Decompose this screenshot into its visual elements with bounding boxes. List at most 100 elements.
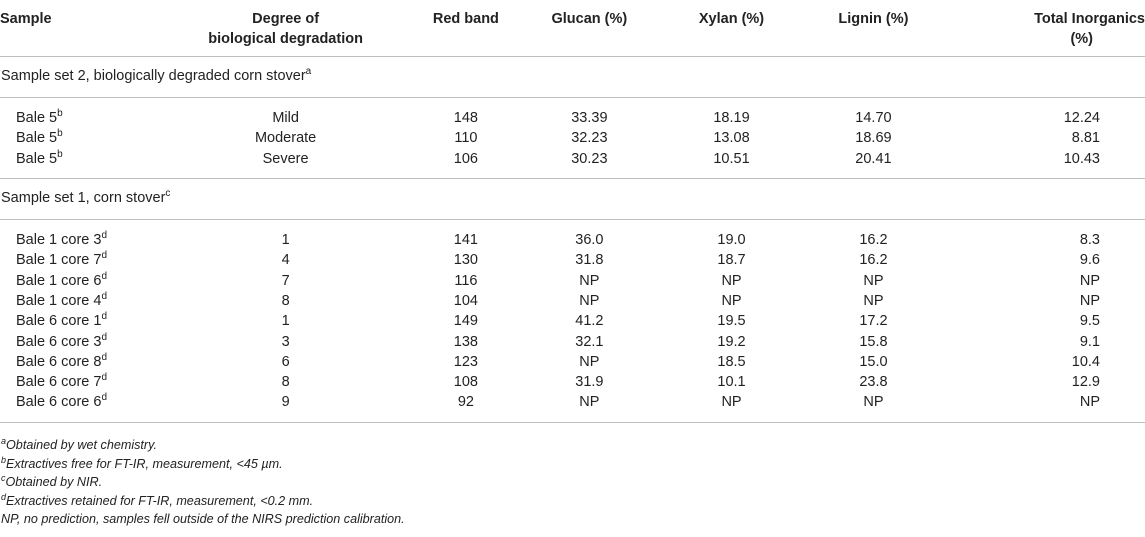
cell-total-inorganics: 12.24: [1063, 110, 1100, 127]
cell-sample: Bale 6 core 6d: [0, 392, 158, 422]
cell-xylan: 10.1: [717, 374, 746, 391]
cell-xylan: 18.7: [717, 252, 746, 269]
cell-sample-sup: b: [57, 108, 63, 120]
section-row: Sample set 2, biologically degraded corn…: [0, 57, 1145, 98]
cell-sample: Bale 6 core 8d: [0, 352, 158, 372]
cell-sample-text: Bale 1 core 7: [16, 252, 102, 269]
cell-red-band: 116: [454, 272, 478, 289]
cell-lignin: NP: [863, 272, 884, 289]
cell-lignin: 16.2: [859, 232, 888, 249]
cell-sample: Bale 6 core 7d: [0, 372, 158, 392]
cell-lignin: 15.8: [859, 333, 888, 350]
table-row: Bale 1 core 4d 8 104 NP NP NP NP: [0, 291, 1145, 311]
cell-degree: Severe: [262, 150, 309, 167]
cell-sample: Bale 1 core 6d: [0, 270, 158, 290]
cell-sample: Bale 6 core 1d: [0, 311, 158, 331]
table-row: Bale 5b Severe 106 30.23 10.51 20.41 10.43: [0, 149, 1145, 179]
cell-total-inorganics: NP: [1079, 292, 1100, 309]
cell-glucan: 31.9: [575, 374, 604, 391]
cell-glucan: NP: [579, 292, 600, 309]
cell-sample-text: Bale 5: [16, 150, 58, 167]
cell-sample: Bale 5b: [0, 149, 158, 179]
header-total-line1: Total Inorganics: [1034, 11, 1145, 27]
cell-total-inorganics: 9.6: [1079, 252, 1100, 269]
cell-degree: 8: [281, 374, 290, 391]
table-row: Bale 1 core 6d 7 116 NP NP NP NP: [0, 270, 1145, 290]
cell-degree: 3: [281, 333, 290, 350]
cell-xylan: 18.5: [717, 353, 746, 370]
cell-xylan: 19.0: [717, 232, 746, 249]
cell-total-inorganics: NP: [1079, 272, 1100, 289]
cell-sample: Bale 6 core 3d: [0, 331, 158, 351]
cell-sample: Bale 1 core 7d: [0, 250, 158, 270]
cell-glucan: NP: [579, 394, 600, 411]
cell-glucan: 32.1: [575, 333, 604, 350]
footnote-text: Obtained by wet chemistry.: [6, 438, 157, 452]
cell-degree: 7: [281, 272, 290, 289]
footnote-sup: d: [1, 491, 7, 502]
cell-xylan: 18.19: [713, 110, 750, 127]
cell-sample-sup: d: [101, 270, 108, 282]
cell-red-band: 106: [453, 150, 478, 167]
header-xylan: Xylan (%): [698, 11, 765, 27]
cell-total-inorganics: 10.4: [1071, 353, 1100, 370]
cell-red-band: 110: [454, 130, 478, 147]
cell-lignin: 20.41: [855, 150, 892, 167]
header-degree-line2: biological degradation: [208, 31, 363, 47]
footnote-line: NP, no prediction, samples fell outside …: [1, 510, 405, 529]
cell-sample-text: Bale 1 core 4: [16, 292, 102, 309]
cell-red-band: 123: [453, 353, 478, 370]
header-red-band: Red band: [432, 11, 499, 27]
cell-sample: Bale 1 core 3d: [0, 219, 158, 250]
cell-degree: Mild: [272, 110, 299, 127]
header-total-inorganics: Total Inorganics (%): [945, 0, 1145, 57]
section-title-sup: a: [305, 66, 312, 77]
footnote-sup: b: [1, 454, 7, 465]
table-row: Bale 1 core 7d 4 130 31.8 18.7 16.2 9.6: [0, 250, 1145, 270]
section-title-sup: c: [165, 187, 171, 199]
cell-glucan: 33.39: [571, 110, 608, 127]
cell-red-band: 141: [453, 232, 478, 249]
footnote-text: NP, no prediction, samples fell outside …: [1, 512, 405, 527]
cell-red-band: 149: [453, 313, 478, 330]
table-row: Bale 5b Mild 148 33.39 18.19 14.70 12.24: [0, 98, 1145, 129]
cell-glucan: 31.8: [575, 252, 604, 269]
table-row: Bale 1 core 3d 1 141 36.0 19.0 16.2 8.3: [0, 219, 1145, 250]
table-row: Bale 6 core 7d 8 108 31.9 10.1 23.8 12.9: [0, 372, 1145, 392]
footnote-line: dExtractives retained for FT-IR, measure…: [1, 492, 405, 511]
cell-sample: Bale 1 core 4d: [0, 291, 158, 311]
footnote-line: bExtractives free for FT-IR, measurement…: [1, 455, 405, 474]
cell-xylan: 19.2: [717, 333, 746, 350]
cell-sample: Bale 5b: [0, 98, 158, 129]
cell-xylan: 13.08: [713, 130, 750, 147]
data-table: Sample Degree of biological degradation …: [0, 0, 1145, 423]
cell-red-band: 148: [453, 110, 478, 127]
table-row: Bale 6 core 3d 3 138 32.1 19.2 15.8 9.1: [0, 331, 1145, 351]
cell-degree: 1: [281, 313, 290, 330]
cell-sample-sup: d: [101, 250, 108, 262]
cell-sample-sup: b: [57, 148, 63, 160]
cell-degree: 9: [281, 394, 290, 411]
header-glucan: Glucan (%): [551, 11, 628, 27]
cell-sample-text: Bale 1 core 6: [16, 272, 102, 289]
cell-degree: 1: [281, 232, 290, 249]
cell-sample-text: Bale 6 core 7: [16, 374, 102, 391]
cell-xylan: NP: [721, 272, 742, 289]
header-degree: Degree of biological degradation: [158, 0, 414, 57]
cell-sample: Bale 5b: [0, 128, 158, 148]
cell-sample-sup: d: [101, 351, 108, 363]
cell-lignin: 17.2: [859, 313, 888, 330]
cell-lignin: 18.69: [855, 130, 892, 147]
footnote-text: Obtained by NIR.: [5, 475, 103, 490]
cell-red-band: 104: [453, 292, 478, 309]
cell-sample-text: Bale 6 core 3: [16, 333, 102, 350]
section-row: Sample set 1, corn stoverc: [0, 178, 1145, 220]
cell-degree: 8: [281, 292, 290, 309]
cell-lignin: NP: [863, 394, 884, 411]
cell-glucan: 32.23: [571, 130, 608, 147]
footnotes: aObtained by wet chemistry. bExtractives …: [1, 436, 405, 529]
cell-total-inorganics: NP: [1079, 394, 1100, 411]
cell-glucan: NP: [579, 353, 600, 370]
cell-lignin: 15.0: [859, 353, 888, 370]
